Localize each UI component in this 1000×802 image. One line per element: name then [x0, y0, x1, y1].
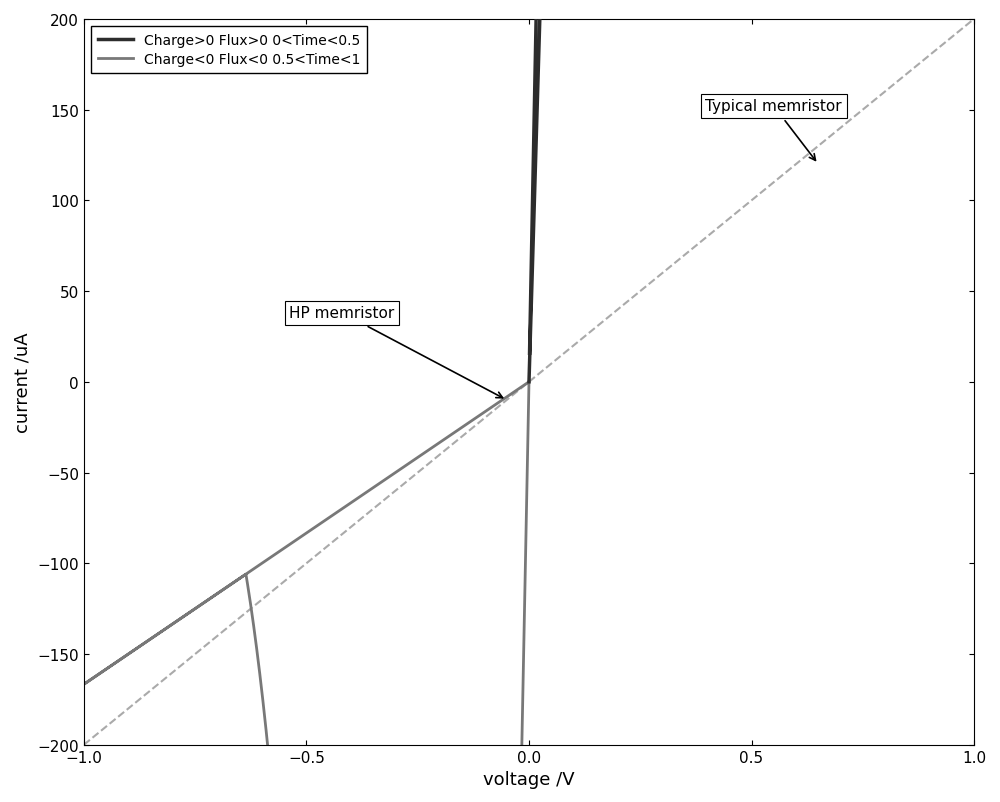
Charge<0 Flux<0 0.5<Time<1 [327, 510, 339, 520]
Line: Charge<0 Flux<0 0.5<Time<1: Charge<0 Flux<0 0.5<Time<1 [84, 383, 529, 802]
Charge>0 Flux>0 0<Time<0.5 [523, 378, 535, 387]
Charge>0 Flux>0 0<Time<0.5 [524, 349, 536, 358]
Charge<0 Flux<0 0.5<Time<1 [376, 477, 388, 487]
Y-axis label: current /uA: current /uA [14, 332, 32, 432]
X-axis label: voltage /V: voltage /V [483, 770, 575, 788]
Legend: Charge>0 Flux>0 0<Time<0.5, Charge<0 Flux<0 0.5<Time<1: Charge>0 Flux>0 0<Time<0.5, Charge<0 Flu… [91, 26, 367, 75]
Charge<0 Flux<0 0.5<Time<1 [278, 544, 290, 553]
Text: Typical memristor: Typical memristor [705, 99, 842, 161]
Charge<0 Flux<0 0.5<Time<1 [105, 661, 117, 670]
Charge<0 Flux<0 0.5<Time<1 [85, 674, 97, 684]
Charge<0 Flux<0 0.5<Time<1 [522, 378, 534, 387]
Charge<0 Flux<0 0.5<Time<1 [523, 378, 535, 387]
Text: HP memristor: HP memristor [289, 306, 503, 399]
Line: Charge>0 Flux>0 0<Time<0.5: Charge>0 Flux>0 0<Time<0.5 [529, 0, 974, 383]
